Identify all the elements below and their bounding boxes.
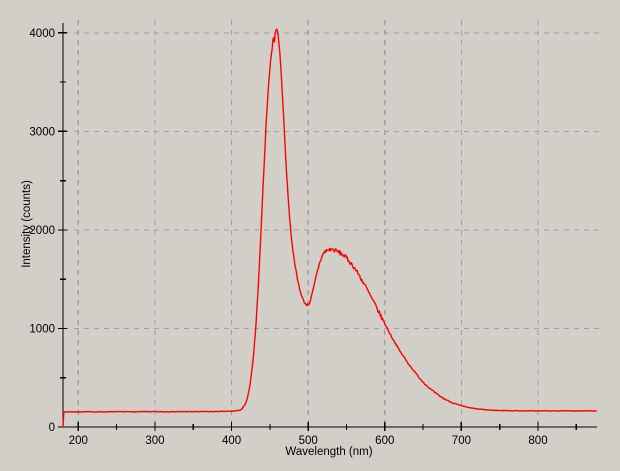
- x-axis-title: Wavelength (nm): [285, 446, 373, 458]
- spectrum-trace: [62, 28, 597, 428]
- x-tick-label: 400: [222, 435, 241, 447]
- x-tick-label: 600: [375, 435, 394, 447]
- y-tick-label: 0: [49, 422, 55, 434]
- y-tick-label: 1000: [29, 323, 55, 335]
- x-tick-label: 800: [528, 435, 547, 447]
- x-tick-label: 700: [452, 435, 471, 447]
- x-tick-label: 200: [69, 435, 88, 447]
- x-tick-label: 300: [145, 435, 164, 447]
- y-tick-label: 3000: [29, 126, 55, 138]
- x-tick-label: 500: [299, 435, 318, 447]
- y-axis-title: Intensity (counts): [21, 180, 33, 268]
- y-tick-label: 2000: [29, 225, 55, 237]
- y-tick-label: 4000: [29, 28, 55, 40]
